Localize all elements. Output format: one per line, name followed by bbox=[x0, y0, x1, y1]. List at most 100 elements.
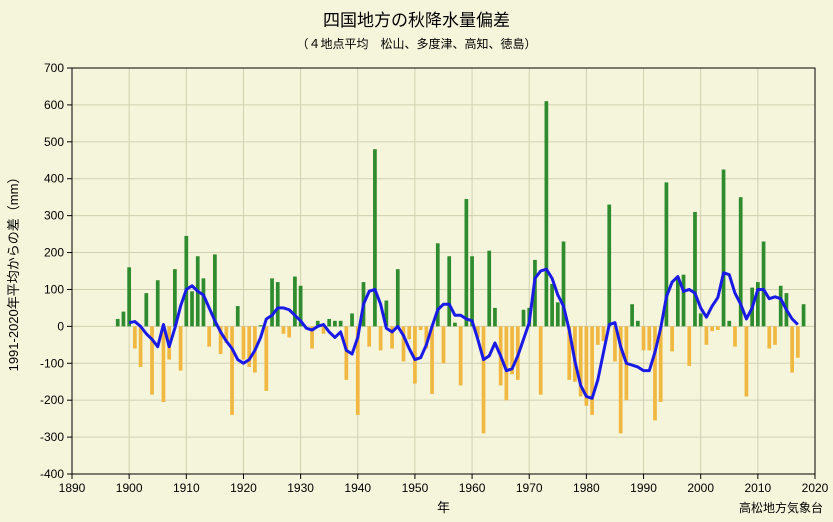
y-axis-label: 1991-2020年平均からの差（mm） bbox=[6, 171, 21, 372]
bar bbox=[482, 326, 486, 433]
bar bbox=[373, 149, 377, 326]
bar bbox=[493, 308, 497, 326]
chart-title: 四国地方の秋降水量偏差 bbox=[323, 11, 510, 30]
ytick-label: 300 bbox=[44, 209, 64, 223]
bar bbox=[722, 170, 726, 327]
bar bbox=[184, 236, 188, 326]
bar bbox=[350, 313, 354, 326]
xtick-label: 1930 bbox=[287, 481, 314, 495]
chart-container: -400-300-200-100010020030040050060070018… bbox=[0, 0, 833, 522]
bar bbox=[162, 326, 166, 402]
bar bbox=[556, 302, 560, 326]
xtick-label: 2010 bbox=[744, 481, 771, 495]
bar bbox=[470, 256, 474, 326]
bar bbox=[396, 269, 400, 326]
source-label: 高松地方気象台 bbox=[739, 500, 823, 515]
bar bbox=[733, 326, 737, 346]
ytick-label: 500 bbox=[44, 135, 64, 149]
xtick-label: 2000 bbox=[687, 481, 714, 495]
bar bbox=[287, 326, 291, 337]
bar bbox=[179, 326, 183, 370]
bar bbox=[327, 319, 331, 326]
bar bbox=[333, 321, 337, 327]
bar bbox=[379, 326, 383, 350]
bar bbox=[230, 326, 234, 415]
bar bbox=[202, 278, 206, 326]
ytick-label: -200 bbox=[40, 393, 64, 407]
bar bbox=[545, 101, 549, 326]
bar bbox=[447, 256, 451, 326]
bar bbox=[339, 321, 343, 327]
bar bbox=[767, 326, 771, 348]
bar bbox=[699, 313, 703, 326]
bar bbox=[127, 267, 131, 326]
bar bbox=[705, 326, 709, 344]
bar bbox=[630, 304, 634, 326]
bar bbox=[442, 326, 446, 363]
bar bbox=[745, 326, 749, 396]
ytick-label: 0 bbox=[57, 319, 64, 333]
xtick-label: 1890 bbox=[59, 481, 86, 495]
bar bbox=[276, 282, 280, 326]
bar bbox=[710, 326, 714, 331]
bar bbox=[264, 326, 268, 391]
bar bbox=[773, 326, 777, 344]
ytick-label: -300 bbox=[40, 430, 64, 444]
xtick-label: 1960 bbox=[459, 481, 486, 495]
bar bbox=[539, 326, 543, 394]
bar bbox=[596, 326, 600, 344]
ytick-label: 100 bbox=[44, 282, 64, 296]
x-axis-label: 年 bbox=[437, 500, 450, 515]
ytick-label: 600 bbox=[44, 98, 64, 112]
bar bbox=[207, 326, 211, 346]
xtick-label: 1990 bbox=[630, 481, 657, 495]
bar bbox=[779, 286, 783, 327]
bar bbox=[670, 326, 674, 351]
bar bbox=[293, 277, 297, 327]
bar bbox=[716, 326, 720, 330]
bar bbox=[430, 326, 434, 394]
bar bbox=[796, 326, 800, 357]
chart-svg: -400-300-200-100010020030040050060070018… bbox=[0, 0, 833, 522]
bar bbox=[790, 326, 794, 372]
bar bbox=[144, 293, 148, 326]
xtick-label: 1950 bbox=[402, 481, 429, 495]
bar bbox=[762, 241, 766, 326]
bar bbox=[550, 284, 554, 326]
bar bbox=[522, 310, 526, 327]
bar bbox=[407, 326, 411, 339]
bar bbox=[642, 326, 646, 350]
bar bbox=[156, 280, 160, 326]
bar bbox=[802, 304, 806, 326]
bar bbox=[270, 278, 274, 326]
chart-subtitle: （４地点平均 松山、多度津、高知、徳島） bbox=[296, 36, 536, 51]
bar bbox=[590, 326, 594, 415]
bar bbox=[236, 306, 240, 326]
xtick-label: 1900 bbox=[116, 481, 143, 495]
bar bbox=[607, 205, 611, 327]
bar bbox=[419, 326, 423, 330]
xtick-label: 2020 bbox=[802, 481, 829, 495]
bar bbox=[487, 251, 491, 327]
bar bbox=[367, 326, 371, 346]
bar bbox=[647, 326, 651, 350]
xtick-label: 1920 bbox=[230, 481, 257, 495]
ytick-label: -400 bbox=[40, 467, 64, 481]
bar bbox=[727, 321, 731, 327]
bar bbox=[693, 212, 697, 326]
ytick-label: 700 bbox=[44, 61, 64, 75]
bar bbox=[282, 326, 286, 333]
bar bbox=[344, 326, 348, 380]
ytick-label: -100 bbox=[40, 356, 64, 370]
bar bbox=[682, 275, 686, 327]
xtick-label: 1970 bbox=[516, 481, 543, 495]
bar bbox=[465, 199, 469, 326]
ytick-label: 400 bbox=[44, 172, 64, 186]
bar bbox=[636, 321, 640, 327]
bar bbox=[139, 326, 143, 367]
bar bbox=[190, 291, 194, 326]
bar bbox=[259, 325, 263, 326]
xtick-label: 1940 bbox=[344, 481, 371, 495]
bar bbox=[453, 323, 457, 327]
xtick-label: 1910 bbox=[173, 481, 200, 495]
